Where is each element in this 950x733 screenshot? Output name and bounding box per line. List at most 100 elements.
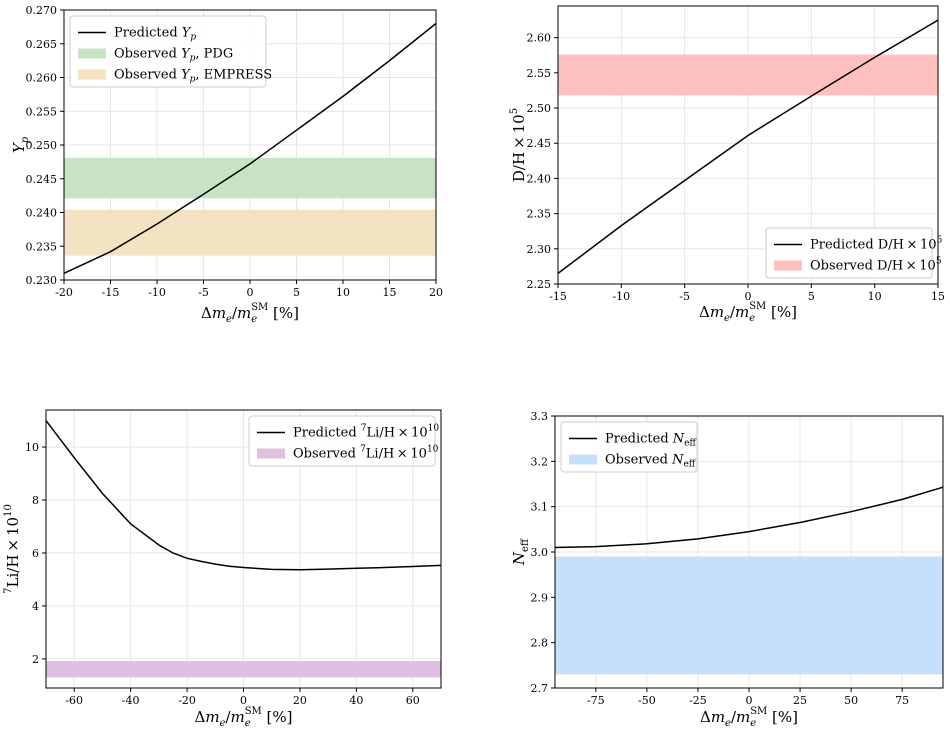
x-tick-label: 25: [793, 694, 807, 707]
legend-band-swatch: [257, 448, 285, 459]
legend: Predicted 7Li/H × 1010 Observed 7Li/H × 1…: [248, 415, 439, 467]
legend: Predicted D/H × 105 Observed D/H × 105: [765, 227, 943, 279]
x-tick-label: 10: [868, 290, 882, 303]
legend-label: Observed D/H × 105: [810, 257, 942, 274]
chart-top-right: -15 -10 -5 0 5 10 15 2.25 2.30 2.35 2.40 2.45 2.50 2.…: [509, 5, 945, 324]
y-tick-label: 2.55: [527, 67, 552, 80]
legend-label: Observed 7Li/H × 1010: [293, 445, 439, 462]
observed-band: [64, 209, 436, 256]
x-axis-label: Δme/meSM [%]: [699, 301, 797, 324]
y-tick-label: 3.2: [531, 455, 549, 468]
y-tick-label: 0.245: [26, 173, 58, 186]
y-tick-label: 2.7: [531, 682, 549, 695]
x-tick-label: 60: [406, 694, 420, 707]
y-tick-label: 3.1: [531, 501, 549, 514]
y-tick-label: 0.255: [26, 105, 58, 118]
x-tick-label: -5: [679, 290, 690, 303]
y-tick-label: 0.250: [26, 139, 58, 152]
legend-label: Predicted Yp: [114, 26, 196, 43]
legend-box: [248, 415, 436, 467]
legend-label: Observed Neff: [605, 453, 696, 470]
y-tick-label: 10: [25, 441, 39, 454]
x-tick-label: -20: [55, 286, 73, 299]
y-tick-label: 0.270: [26, 4, 58, 17]
legend-box: [69, 15, 267, 88]
y-axis-label: D/H × 105: [509, 108, 528, 182]
x-tick-label: -25: [689, 694, 707, 707]
y-tick-label: 2.40: [527, 172, 552, 185]
x-tick-label: 20: [293, 694, 307, 707]
legend-box: [765, 227, 933, 279]
y-axis-label: Yp: [10, 136, 31, 153]
y-tick-label: 0.265: [26, 38, 58, 51]
y-tick-label: 0.230: [26, 274, 58, 287]
observed-band: [558, 54, 938, 96]
y-tick-label: 0.260: [26, 72, 58, 85]
legend: Predicted Yp Observed Yp, PDG Observed Yp,…: [69, 15, 272, 88]
x-tick-label: -60: [65, 694, 83, 707]
x-tick-label: 0: [746, 694, 753, 707]
x-tick-label: 75: [895, 694, 909, 707]
y-tick-label: 3.0: [531, 546, 549, 559]
predicted-line: [557, 19, 939, 274]
x-axis-label: Δme/meSM [%]: [201, 302, 299, 325]
x-axis-label: Δme/meSM [%]: [700, 706, 798, 729]
y-tick-label: 3.3: [531, 410, 549, 423]
x-tick-label: 0: [247, 286, 254, 299]
y-tick-label: 2.35: [527, 208, 552, 221]
chart-bottom-left: -60 -40 -20 0 20 40 60 2 4 6 8 10 Δme/meSM [%] 7Li/H …: [3, 409, 442, 729]
predicted-line: [554, 486, 944, 549]
y-tick-label: 2: [32, 653, 39, 666]
x-tick-label: 50: [844, 694, 858, 707]
y-tick-label: 0.240: [26, 207, 58, 220]
x-tick-label: 5: [293, 286, 300, 299]
chart-top-left: -20 -15 -10 -5 0 5 10 15 20 0.230 0.235 0.240 0.245 0…: [10, 4, 443, 325]
y-axis-label: 7Li/H × 1010: [3, 504, 22, 594]
observed-band: [46, 660, 441, 678]
x-tick-label: -15: [549, 290, 567, 303]
legend-label: Observed Yp, PDG: [114, 47, 233, 64]
x-axis-label: Δme/meSM [%]: [194, 706, 292, 729]
x-tick-label: -20: [178, 694, 196, 707]
x-tick-label: 10: [336, 286, 350, 299]
legend-band-swatch: [774, 260, 802, 271]
y-axis-label: Neff: [510, 538, 531, 566]
y-tick-label: 2.45: [527, 137, 552, 150]
y-tick-label: 8: [32, 494, 39, 507]
y-tick-label: 2.60: [527, 32, 552, 45]
legend: Predicted Neff Observed Neff: [560, 421, 698, 473]
legend-band-swatch: [78, 69, 106, 80]
y-tick-label: 2.30: [527, 243, 552, 256]
y-tick-label: 0.235: [26, 240, 58, 253]
y-tick-label: 2.25: [527, 278, 552, 291]
x-tick-label: -10: [148, 286, 166, 299]
legend-label: Predicted D/H × 105: [810, 236, 943, 253]
x-tick-label: 5: [808, 290, 815, 303]
legend-label: Predicted 7Li/H × 1010: [293, 424, 439, 441]
x-tick-label: 40: [349, 694, 363, 707]
observed-band: [555, 556, 943, 675]
legend-label: Predicted Neff: [605, 432, 696, 449]
legend-band-swatch: [569, 454, 597, 465]
x-tick-label: -40: [122, 694, 140, 707]
y-tick-label: 4: [32, 600, 39, 613]
x-tick-label: 15: [931, 290, 945, 303]
x-tick-label: 20: [429, 286, 443, 299]
legend-band-swatch: [78, 48, 106, 59]
predicted-line: [45, 420, 442, 571]
y-tick-label: 6: [32, 547, 39, 560]
x-tick-label: -10: [612, 290, 630, 303]
x-tick-label: 15: [383, 286, 397, 299]
y-tick-label: 2.9: [531, 591, 549, 604]
chart-bottom-right: -75 -50 -25 0 25 50 75 2.7 2.8 2.9 3.0 3.1 3.2 3.3 Δme…: [510, 410, 944, 729]
y-tick-label: 2.8: [531, 637, 549, 650]
x-tick-label: -5: [198, 286, 209, 299]
predicted-line: [63, 22, 437, 274]
x-tick-label: 0: [745, 290, 752, 303]
x-tick-label: -50: [638, 694, 656, 707]
x-tick-label: -75: [587, 694, 605, 707]
legend-label: Observed Yp, EMPRESS: [114, 68, 272, 85]
x-tick-label: -15: [102, 286, 120, 299]
y-tick-label: 2.50: [527, 102, 552, 115]
